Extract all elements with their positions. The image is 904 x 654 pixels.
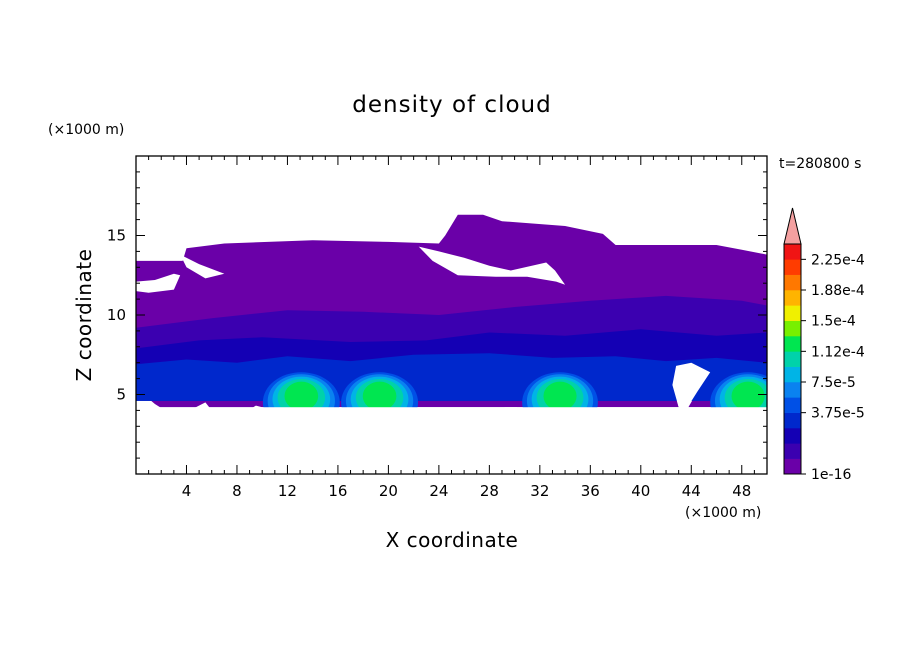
colorbar-label: 2.25e-4 xyxy=(811,252,865,268)
x-axis-label: X coordinate xyxy=(386,528,519,552)
cloud-gap xyxy=(180,254,225,279)
y-axis-label: Z coordinate xyxy=(72,249,96,382)
colorbar-label: 1.88e-4 xyxy=(811,283,865,299)
x-tick-label: 40 xyxy=(631,482,650,500)
core-3-level-8 xyxy=(731,381,765,411)
colorbar-swatch xyxy=(784,274,801,291)
x-tick-label: 8 xyxy=(232,482,242,500)
colorbar-swatch xyxy=(784,443,801,459)
colorbar-label: 3.75e-5 xyxy=(811,406,865,422)
colorbar-label: 1.5e-4 xyxy=(811,314,856,330)
y-tick-label: 15 xyxy=(107,227,126,245)
x-tick-label: 48 xyxy=(732,482,751,500)
colorbar-swatch xyxy=(784,351,801,367)
colorbar-swatch xyxy=(784,336,801,352)
x-tick-label: 20 xyxy=(379,482,398,500)
colorbar-swatch xyxy=(784,397,801,413)
colorbar-frame xyxy=(783,243,802,475)
x-tick-label: 12 xyxy=(278,482,297,500)
x-tick-label: 24 xyxy=(429,482,448,500)
time-label: t=280800 s xyxy=(779,156,861,172)
colorbar-swatch xyxy=(784,305,801,321)
x-tick-label: 4 xyxy=(182,482,192,500)
x-tick-label: 36 xyxy=(581,482,600,500)
contour-plot xyxy=(136,214,767,474)
colorbar-extend-arrow xyxy=(783,207,802,245)
cloud-base-gap xyxy=(136,407,767,474)
x-tick-label: 16 xyxy=(328,482,347,500)
x-tick-label: 28 xyxy=(480,482,499,500)
core-2-level-8 xyxy=(543,381,577,411)
y-tick-label: 5 xyxy=(116,386,126,404)
y-tick-label: 10 xyxy=(107,306,126,324)
cloud-gap xyxy=(136,273,181,293)
colorbar-label: 7.5e-5 xyxy=(811,375,856,391)
colorbar-swatch xyxy=(784,320,801,337)
colorbar-swatch xyxy=(784,290,801,306)
cloud-gap xyxy=(418,246,566,285)
colorbar-label: 1.12e-4 xyxy=(811,344,865,360)
colorbar-swatch xyxy=(784,382,801,398)
colorbar-swatch xyxy=(784,458,801,475)
x-tick-label: 32 xyxy=(530,482,549,500)
x-tick-label: 44 xyxy=(682,482,701,500)
colorbar-swatch xyxy=(784,366,801,383)
chart-title: density of cloud xyxy=(352,92,551,118)
x-unit-label: (×1000 m) xyxy=(685,505,761,521)
core-0-level-8 xyxy=(284,381,319,411)
colorbar-swatch xyxy=(784,244,801,260)
colorbar-swatch xyxy=(784,259,801,275)
core-1-level-8 xyxy=(362,381,397,411)
colorbar-label: 1e-16 xyxy=(811,467,851,483)
colorbar-swatch xyxy=(784,428,801,444)
y-unit-label: (×1000 m) xyxy=(48,122,124,138)
colorbar: 2.25e-4 1.88e-4 1.5e-4 1.12e-4 7.5e-5 3.75e-5… xyxy=(783,207,865,483)
cloud-gap xyxy=(672,362,711,408)
colorbar-swatch xyxy=(784,412,801,429)
